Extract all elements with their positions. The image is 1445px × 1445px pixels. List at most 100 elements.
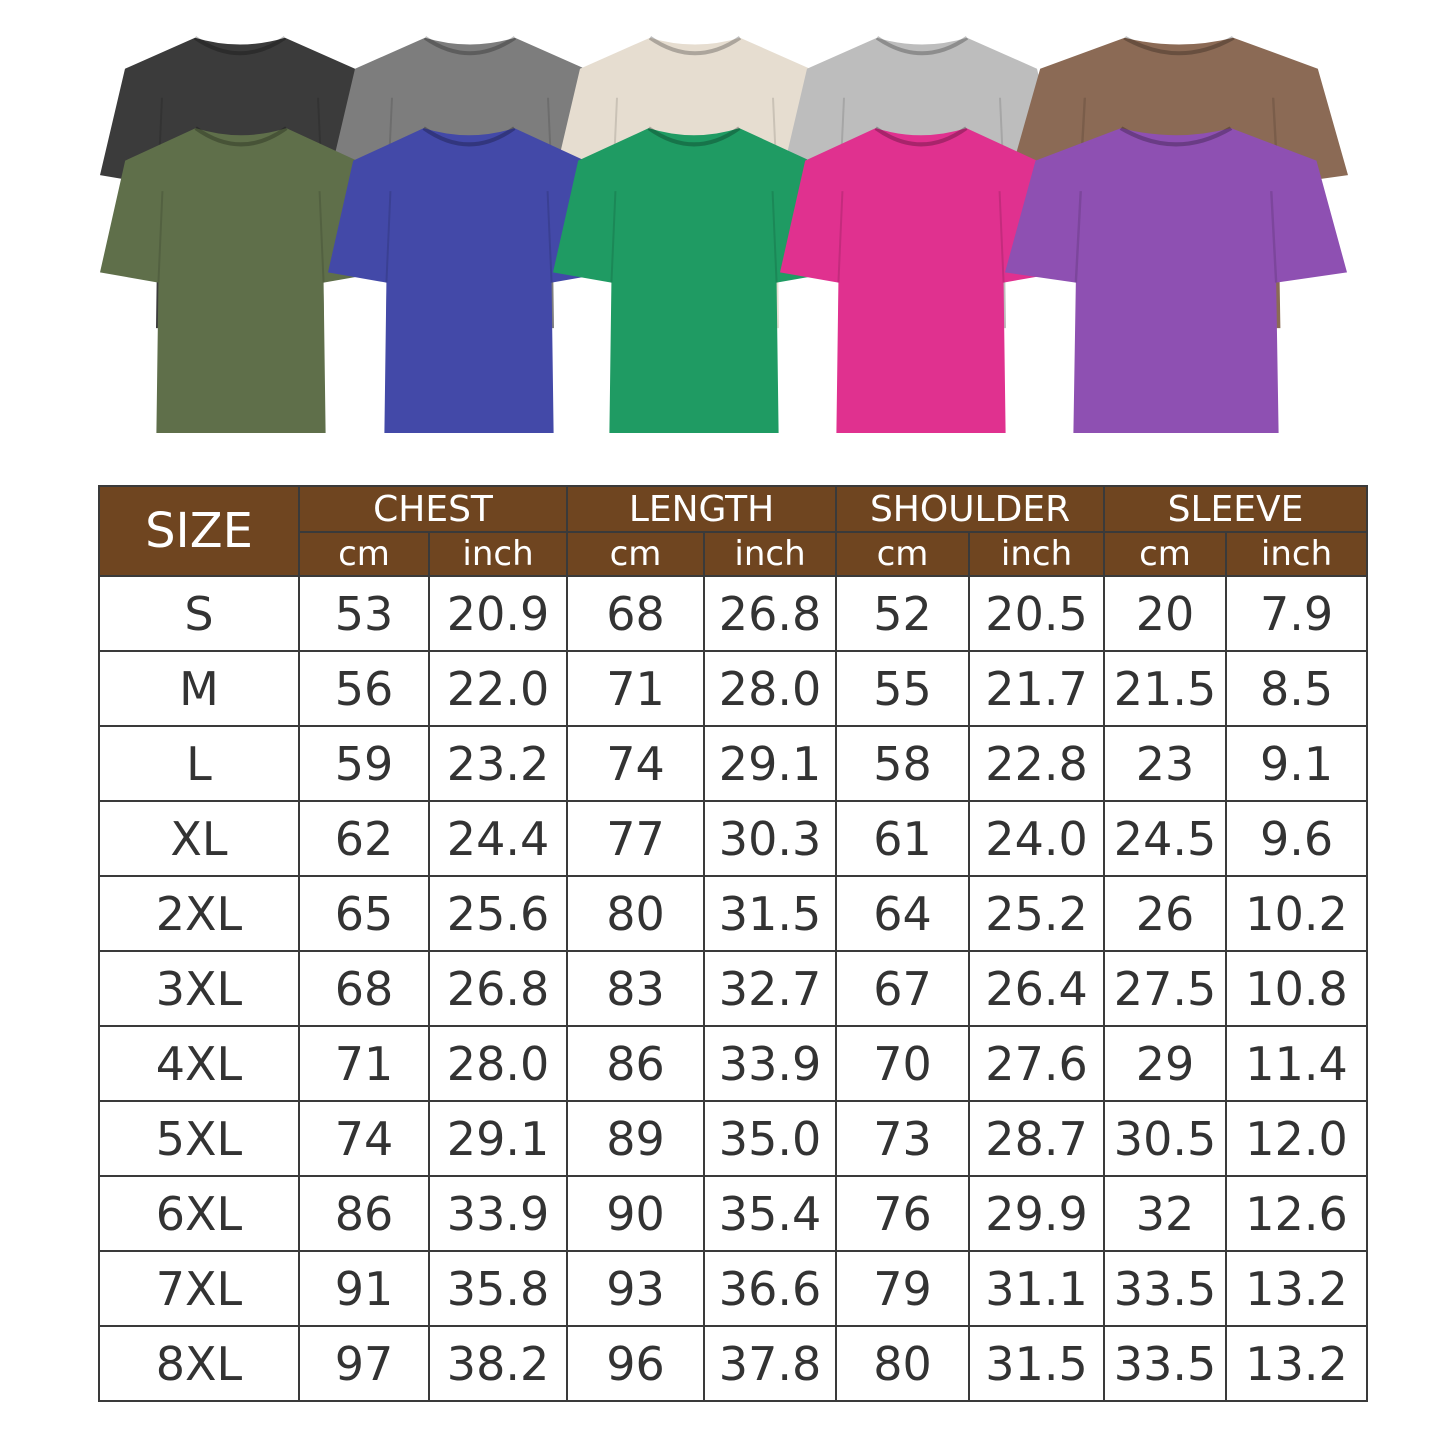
sleeve-inch-header: inch bbox=[1225, 532, 1369, 577]
measurement-cell: 37.8 bbox=[703, 1325, 838, 1402]
measurement-cell: 20.5 bbox=[968, 575, 1106, 652]
measurement-cell: 35.8 bbox=[427, 1250, 569, 1327]
measurement-cell: 31.5 bbox=[968, 1325, 1106, 1402]
measurement-cell: 27.5 bbox=[1103, 950, 1228, 1027]
size-header: SIZE bbox=[98, 485, 300, 577]
measurement-cell: 33.5 bbox=[1103, 1250, 1228, 1327]
measurement-cell: 52 bbox=[835, 575, 971, 652]
tshirt-blue bbox=[328, 126, 610, 433]
measurement-cell: 36.6 bbox=[703, 1250, 838, 1327]
measurement-cell: 89 bbox=[566, 1100, 706, 1177]
table-row: 7XL 91 35.8 93 36.6 79 31.1 33.5 13.2 bbox=[98, 1250, 1369, 1327]
measurement-cell: 74 bbox=[566, 725, 706, 802]
table-row: XL 62 24.4 77 30.3 61 24.0 24.5 9.6 bbox=[98, 800, 1369, 877]
measurement-cell: 56 bbox=[298, 650, 430, 727]
measurement-cell: 22.8 bbox=[968, 725, 1106, 802]
chest-inch-header: inch bbox=[427, 532, 569, 577]
measurement-cell: 12.0 bbox=[1225, 1100, 1369, 1177]
measurement-cell: 8.5 bbox=[1225, 650, 1369, 727]
measurement-cell: 29.9 bbox=[968, 1175, 1106, 1252]
measurement-cell: 26.8 bbox=[703, 575, 838, 652]
measurement-cell: 20.9 bbox=[427, 575, 569, 652]
measurement-cell: 76 bbox=[835, 1175, 971, 1252]
measurement-cell: 33.5 bbox=[1103, 1325, 1228, 1402]
measurement-cell: 26 bbox=[1103, 875, 1228, 952]
measurement-cell: 24.5 bbox=[1103, 800, 1228, 877]
measurement-cell: 93 bbox=[566, 1250, 706, 1327]
measurement-cell: 31.1 bbox=[968, 1250, 1106, 1327]
measurement-cell: 64 bbox=[835, 875, 971, 952]
measurement-cell: 33.9 bbox=[427, 1175, 569, 1252]
measurement-cell: 10.2 bbox=[1225, 875, 1369, 952]
length-cm-header: cm bbox=[566, 532, 706, 577]
measurement-cell: 33.9 bbox=[703, 1025, 838, 1102]
table-row: S 53 20.9 68 26.8 52 20.5 20 7.9 bbox=[98, 575, 1369, 652]
measurement-cell: 61 bbox=[835, 800, 971, 877]
measurement-cell: 74 bbox=[298, 1100, 430, 1177]
shoulder-cm-header: cm bbox=[835, 532, 971, 577]
shoulder-header: SHOULDER bbox=[835, 485, 1106, 533]
size-cell: 4XL bbox=[98, 1025, 300, 1102]
measurement-cell: 9.1 bbox=[1225, 725, 1369, 802]
measurement-cell: 26.8 bbox=[427, 950, 569, 1027]
measurement-cell: 23.2 bbox=[427, 725, 569, 802]
size-cell: S bbox=[98, 575, 300, 652]
sleeve-cm-header: cm bbox=[1103, 532, 1228, 577]
measurement-cell: 31.5 bbox=[703, 875, 838, 952]
size-cell: 7XL bbox=[98, 1250, 300, 1327]
measurement-cell: 11.4 bbox=[1225, 1025, 1369, 1102]
measurement-cell: 68 bbox=[298, 950, 430, 1027]
size-cell: 6XL bbox=[98, 1175, 300, 1252]
table-row: 5XL 74 29.1 89 35.0 73 28.7 30.5 12.0 bbox=[98, 1100, 1369, 1177]
measurement-cell: 32 bbox=[1103, 1175, 1228, 1252]
shoulder-inch-header: inch bbox=[968, 532, 1106, 577]
measurement-cell: 24.4 bbox=[427, 800, 569, 877]
table-row: 6XL 86 33.9 90 35.4 76 29.9 32 12.6 bbox=[98, 1175, 1369, 1252]
tshirt-pink bbox=[780, 126, 1062, 433]
table-row: 3XL 68 26.8 83 32.7 67 26.4 27.5 10.8 bbox=[98, 950, 1369, 1027]
measurement-cell: 28.0 bbox=[427, 1025, 569, 1102]
measurement-cell: 90 bbox=[566, 1175, 706, 1252]
measurement-cell: 10.8 bbox=[1225, 950, 1369, 1027]
measurement-cell: 65 bbox=[298, 875, 430, 952]
measurement-cell: 71 bbox=[566, 650, 706, 727]
measurement-cell: 13.2 bbox=[1225, 1325, 1369, 1402]
measurement-cell: 24.0 bbox=[968, 800, 1106, 877]
measurement-cell: 30.3 bbox=[703, 800, 838, 877]
measurement-cell: 79 bbox=[835, 1250, 971, 1327]
measurement-cell: 80 bbox=[566, 875, 706, 952]
size-cell: L bbox=[98, 725, 300, 802]
measurement-cell: 21.7 bbox=[968, 650, 1106, 727]
tshirt-green bbox=[553, 126, 835, 433]
tshirt-olive bbox=[100, 126, 382, 433]
measurement-cell: 23 bbox=[1103, 725, 1228, 802]
measurement-cell: 20 bbox=[1103, 575, 1228, 652]
measurement-cell: 59 bbox=[298, 725, 430, 802]
measurement-cell: 28.0 bbox=[703, 650, 838, 727]
size-cell: 3XL bbox=[98, 950, 300, 1027]
measurement-cell: 26.4 bbox=[968, 950, 1106, 1027]
measurement-cell: 21.5 bbox=[1103, 650, 1228, 727]
measurement-cell: 29 bbox=[1103, 1025, 1228, 1102]
measurement-cell: 96 bbox=[566, 1325, 706, 1402]
size-cell: M bbox=[98, 650, 300, 727]
measurement-cell: 29.1 bbox=[703, 725, 838, 802]
measurement-cell: 27.6 bbox=[968, 1025, 1106, 1102]
measurement-cell: 80 bbox=[835, 1325, 971, 1402]
size-cell: XL bbox=[98, 800, 300, 877]
measurement-cell: 58 bbox=[835, 725, 971, 802]
measurement-cell: 28.7 bbox=[968, 1100, 1106, 1177]
table-row: 8XL 97 38.2 96 37.8 80 31.5 33.5 13.2 bbox=[98, 1325, 1369, 1402]
measurement-cell: 7.9 bbox=[1225, 575, 1369, 652]
measurement-cell: 32.7 bbox=[703, 950, 838, 1027]
measurement-cell: 68 bbox=[566, 575, 706, 652]
measurement-cell: 12.6 bbox=[1225, 1175, 1369, 1252]
measurement-cell: 86 bbox=[298, 1175, 430, 1252]
measurement-cell: 29.1 bbox=[427, 1100, 569, 1177]
tshirt-purple bbox=[1005, 126, 1347, 433]
measurement-cell: 35.4 bbox=[703, 1175, 838, 1252]
measurement-cell: 35.0 bbox=[703, 1100, 838, 1177]
measurement-cell: 97 bbox=[298, 1325, 430, 1402]
measurement-cell: 71 bbox=[298, 1025, 430, 1102]
measurement-cell: 70 bbox=[835, 1025, 971, 1102]
